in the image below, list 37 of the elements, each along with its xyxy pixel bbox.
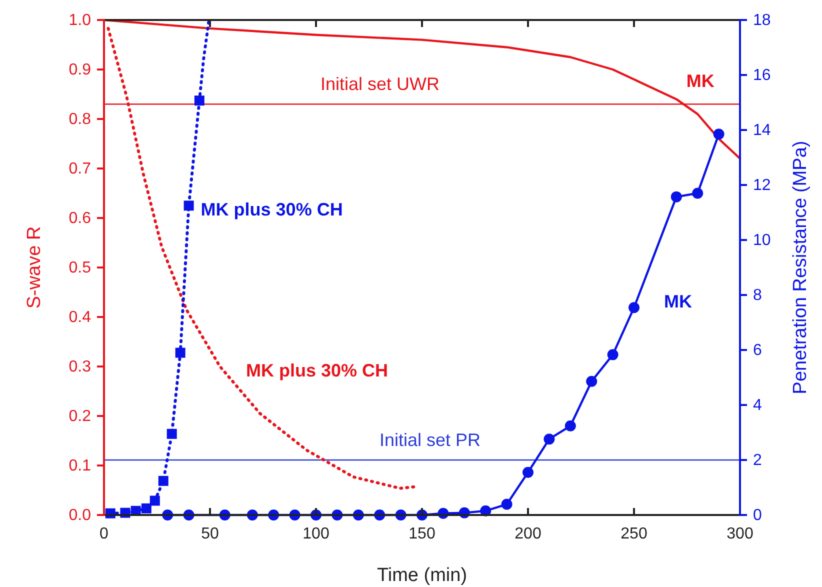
y-tick-label: 0.9 xyxy=(68,62,92,79)
y-tick-label: 0.6 xyxy=(68,210,92,228)
x-tick-label: 50 xyxy=(201,525,219,542)
y-axis-title: S-wave R xyxy=(24,226,45,309)
x-tick-label: 300 xyxy=(726,525,754,542)
y-tick-label: 0.0 xyxy=(68,507,92,524)
x-axis-title: Time (min) xyxy=(376,565,468,586)
series-label: MK xyxy=(686,71,714,92)
y2-tick-label: 4 xyxy=(753,397,762,414)
y-tick-label: 0.2 xyxy=(68,408,92,426)
y2-tick-label: 14 xyxy=(753,122,771,140)
y2-tick-label: 10 xyxy=(753,232,771,250)
y-tick-label: 0.1 xyxy=(68,458,92,475)
y-tick-label: 0.8 xyxy=(68,111,92,128)
y-tick-label: 0.4 xyxy=(68,309,92,326)
y-tick-label: 1.0 xyxy=(68,12,92,30)
x-tick-label: 0 xyxy=(100,525,109,542)
y2-tick-label: 8 xyxy=(753,287,762,304)
series-label: MK plus 30% CH xyxy=(200,200,343,220)
x-tick-label: 150 xyxy=(408,525,436,542)
y2-tick-label: 6 xyxy=(753,342,762,360)
y2-axis-title: Penetration Resistance (MPa) xyxy=(790,140,811,394)
y-tick-label: 0.7 xyxy=(68,160,92,178)
y2-tick-label: 2 xyxy=(753,452,762,470)
y2-tick-label: 16 xyxy=(753,67,771,84)
x-tick-label: 250 xyxy=(620,525,648,542)
y-tick-label: 0.5 xyxy=(68,260,92,277)
ref-line-label: Initial set PR xyxy=(379,430,481,450)
series-label: MK xyxy=(664,292,692,312)
y2-tick-label: 0 xyxy=(753,507,762,524)
y2-tick-label: 18 xyxy=(753,12,771,30)
y2-tick-label: 12 xyxy=(753,177,771,194)
ref-line-label: Initial set UWR xyxy=(320,74,440,94)
y-tick-label: 0.3 xyxy=(68,358,92,376)
x-tick-label: 200 xyxy=(514,525,542,542)
series-label: MK plus 30% CH xyxy=(246,360,388,380)
x-tick-label: 100 xyxy=(302,525,330,542)
